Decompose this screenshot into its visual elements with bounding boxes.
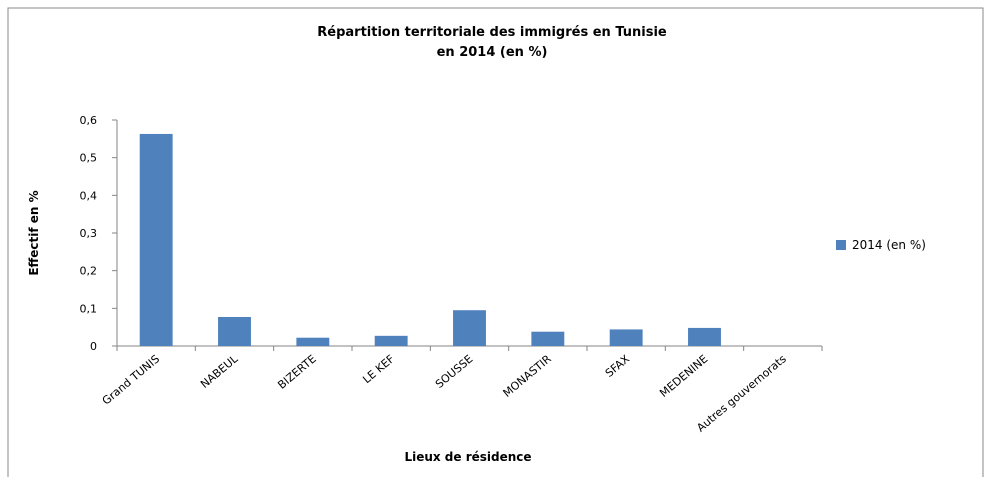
chart-title: Répartition territoriale des immigrés en… <box>317 25 667 40</box>
bar <box>296 337 330 346</box>
bar <box>453 310 486 346</box>
bar <box>374 335 408 346</box>
chart-title: en 2014 (en %) <box>437 45 548 60</box>
bar <box>531 331 565 346</box>
y-tick-label: 0,3 <box>80 227 98 240</box>
bar <box>688 327 721 346</box>
bar <box>218 316 251 346</box>
y-tick-label: 0,4 <box>80 189 98 202</box>
y-tick-label: 0,2 <box>80 265 98 278</box>
y-axis-title: Effectif en % <box>27 190 41 275</box>
legend-label: 2014 (en %) <box>852 238 926 252</box>
y-tick-label: 0,1 <box>80 302 98 315</box>
bar <box>139 133 173 346</box>
y-tick-label: 0,5 <box>80 152 98 165</box>
legend-swatch <box>836 240 846 250</box>
y-tick-label: 0,6 <box>80 114 98 127</box>
bar <box>609 329 643 346</box>
y-tick-label: 0 <box>90 340 97 353</box>
x-axis-title: Lieux de résidence <box>404 450 531 464</box>
